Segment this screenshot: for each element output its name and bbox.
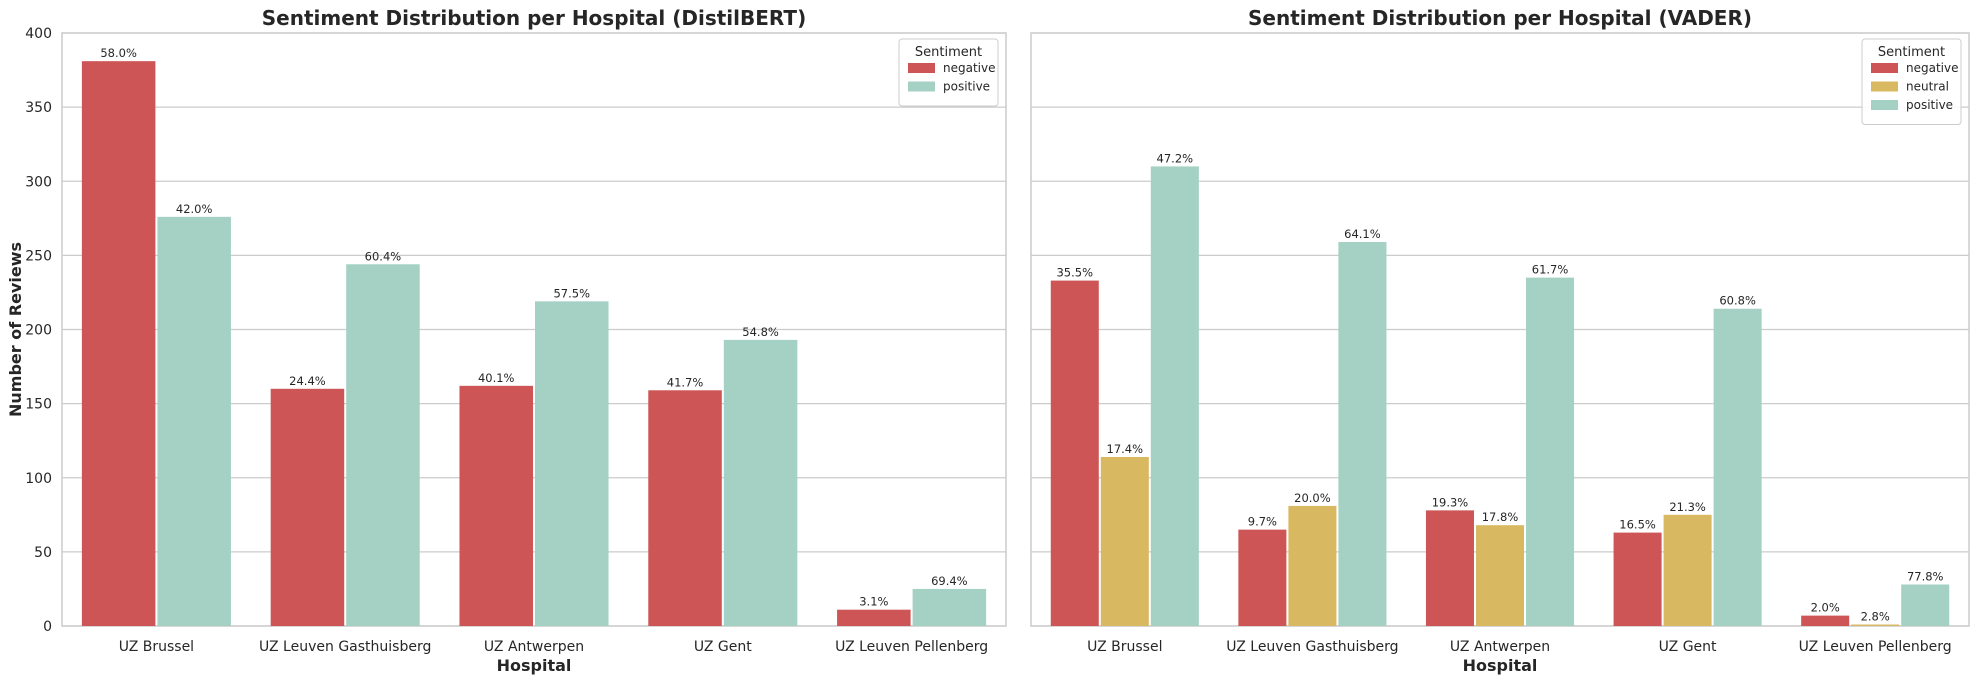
plot-frame (61, 32, 1007, 627)
bar-value-label: 41.7% (667, 375, 704, 389)
x-tick-label: UZ Antwerpen (484, 639, 584, 655)
bar-value-label: 17.8% (1482, 510, 1519, 524)
bar-negative (270, 388, 345, 626)
y-tick-label: 150 (25, 397, 52, 413)
legend-entry-positive: positive (1906, 98, 1953, 112)
bar-value-label: 42.0% (176, 202, 213, 216)
y-axis-label: Number of Reviews (6, 242, 25, 417)
bar-neutral (1851, 624, 1900, 626)
bar-value-label: 77.8% (1907, 569, 1944, 583)
bar-negative (459, 385, 533, 626)
x-tick-label: UZ Leuven Pellenberg (1799, 639, 1952, 655)
bar-value-label: 2.8% (1861, 610, 1890, 624)
y-tick-label: 200 (25, 323, 52, 339)
bar-negative (1238, 529, 1287, 626)
bar-value-label: 40.1% (478, 371, 515, 385)
chart-panel-1: 0 50 100 150 200 250 300 350 400 58.0% 24.4% 40.1% 4… (6, 6, 1007, 675)
bar-positive (1338, 242, 1387, 626)
bar-value-label: 64.1% (1344, 227, 1381, 241)
bar-positive (723, 339, 798, 626)
x-tick-label: UZ Leuven Gasthuisberg (259, 639, 431, 655)
legend-entry-negative: negative (1906, 61, 1958, 75)
bar-positive (912, 588, 987, 626)
bar-value-label: 69.4% (931, 574, 968, 588)
bar-value-label: 60.4% (365, 249, 402, 263)
x-tick-label: UZ Leuven Pellenberg (835, 639, 988, 655)
bar-negative (1425, 510, 1474, 626)
bar-value-label: 58.0% (100, 46, 137, 60)
bar-negative (648, 390, 722, 626)
bar-value-label: 47.2% (1157, 151, 1194, 165)
bar-negative (1613, 532, 1662, 626)
bar-value-label: 60.8% (1719, 294, 1756, 308)
bar-positive (1526, 277, 1575, 626)
bar-neutral (1663, 514, 1712, 626)
bar-positive (1713, 308, 1762, 626)
x-axis-label: Hospital (497, 656, 572, 675)
y-tick-label: 100 (25, 471, 52, 487)
bar-positive (1901, 584, 1950, 626)
y-tick-label: 250 (25, 248, 52, 264)
y-tick-label: 300 (25, 174, 52, 190)
bar-value-label: 3.1% (859, 595, 888, 609)
bar-value-label: 57.5% (553, 286, 590, 300)
bar-value-label: 19.3% (1432, 495, 1469, 509)
x-tick-label: UZ Gent (694, 639, 752, 655)
bar-neutral (1288, 505, 1337, 626)
bar-value-label: 35.5% (1056, 266, 1093, 280)
x-tick-label: UZ Gent (1659, 639, 1717, 655)
bar-value-label: 54.8% (742, 325, 779, 339)
bar-positive (535, 301, 609, 626)
legend-swatch-positive (908, 81, 935, 92)
bar-value-label: 61.7% (1532, 263, 1569, 277)
legend-entry-negative: negative (943, 61, 995, 75)
bar-value-label: 2.0% (1811, 601, 1840, 615)
chart-title: Sentiment Distribution per Hospital (Dis… (262, 6, 806, 30)
bar-negative (837, 609, 911, 626)
x-axis-label: Hospital (1463, 656, 1538, 675)
x-tick-label: UZ Brussel (119, 639, 194, 655)
bar-value-label: 9.7% (1248, 515, 1277, 529)
bar-neutral (1100, 456, 1149, 626)
bar-positive (1150, 166, 1199, 627)
legend-swatch-negative (908, 63, 935, 73)
bar-value-label: 20.0% (1294, 491, 1331, 505)
bar-positive (346, 264, 420, 626)
legend-entry-positive: positive (943, 80, 990, 94)
legend-title: Sentiment (1878, 45, 1945, 60)
bar-value-label: 16.5% (1619, 518, 1656, 532)
bar-value-label: 21.3% (1669, 500, 1706, 514)
y-tick-label: 50 (34, 545, 52, 561)
chart-panel-2: 35.5% 9.7% 19.3% 16.5% 2.0% 17.4% 20.0% 17.8% 21… (1030, 6, 1970, 675)
bar-negative (81, 61, 156, 627)
x-tick-label: UZ Brussel (1087, 639, 1162, 655)
bar-positive (157, 216, 231, 626)
x-tick-label: UZ Antwerpen (1450, 639, 1550, 655)
bar-negative (1801, 615, 1850, 626)
x-tick-label: UZ Leuven Gasthuisberg (1226, 639, 1398, 655)
legend-swatch-positive (1871, 100, 1898, 110)
y-tick-label: 400 (25, 26, 52, 42)
bar-neutral (1475, 525, 1525, 626)
legend-swatch-neutral (1871, 81, 1898, 92)
y-tick-label: 0 (43, 619, 52, 635)
legend-swatch-negative (1871, 63, 1898, 73)
legend-entry-neutral: neutral (1906, 80, 1949, 94)
chart-title: Sentiment Distribution per Hospital (VAD… (1248, 6, 1752, 30)
bar-value-label: 17.4% (1107, 442, 1144, 456)
legend-title: Sentiment (915, 45, 982, 60)
y-tick-label: 350 (25, 100, 52, 116)
bar-value-label: 24.4% (289, 374, 326, 388)
bar-negative (1050, 280, 1099, 626)
